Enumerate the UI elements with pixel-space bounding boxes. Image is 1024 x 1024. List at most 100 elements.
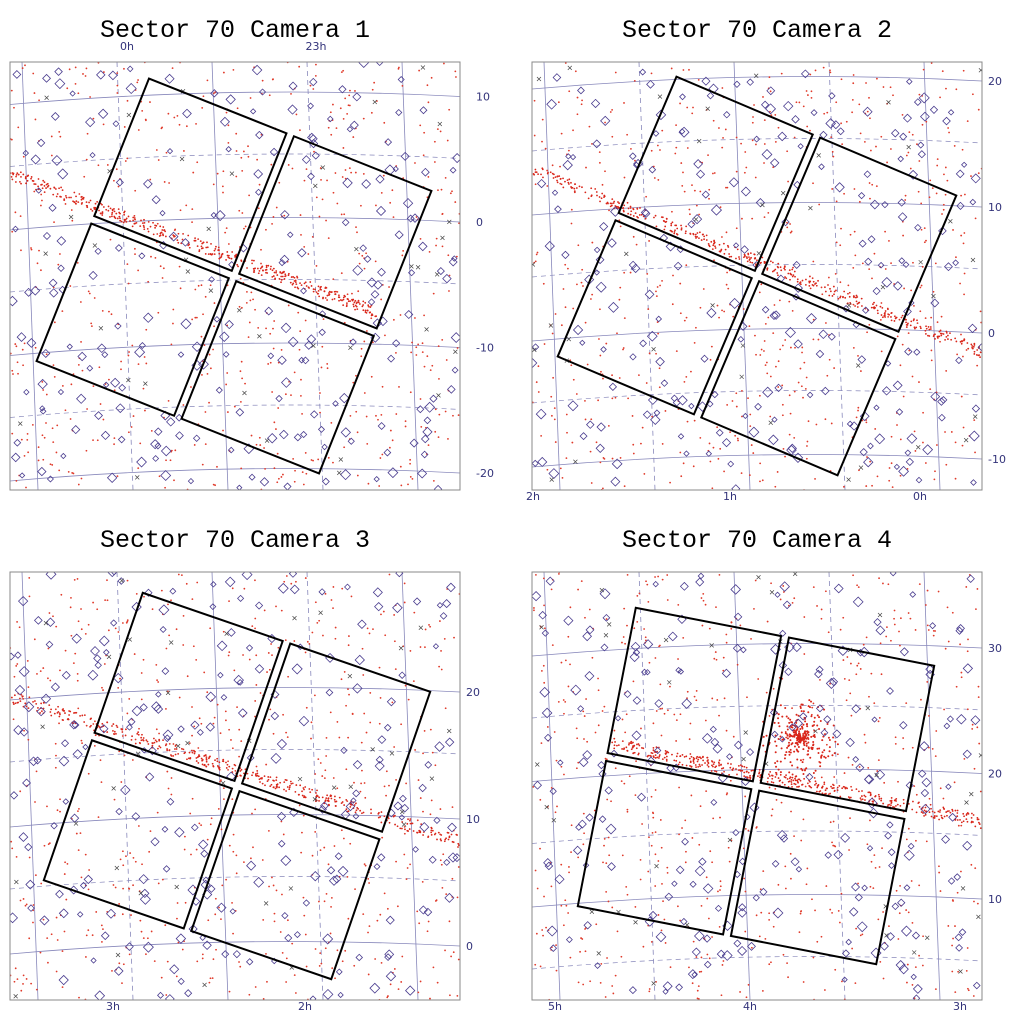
star: [313, 694, 316, 697]
star: [788, 433, 791, 436]
target-diamond: [793, 283, 803, 293]
target-diamond: [383, 448, 392, 457]
star: [43, 844, 46, 847]
star: [72, 662, 75, 665]
star: [793, 436, 796, 439]
star: [40, 269, 42, 272]
star: [560, 132, 563, 135]
star: [249, 97, 252, 99]
x-marker: [780, 190, 786, 196]
band-star: [280, 275, 283, 278]
band-star: [133, 215, 136, 217]
star: [890, 462, 893, 465]
band-star: [956, 809, 959, 812]
star: [213, 302, 216, 304]
star: [656, 144, 659, 147]
star: [689, 213, 691, 216]
target-diamond: [307, 132, 317, 143]
target-diamond: [57, 388, 65, 396]
star: [581, 268, 584, 271]
star: [645, 382, 648, 384]
star: [172, 743, 175, 745]
band-star: [174, 748, 176, 750]
target-diamond: [83, 874, 93, 885]
star: [39, 670, 42, 673]
band-star: [698, 237, 700, 240]
star: [638, 374, 640, 376]
star: [868, 268, 871, 271]
star: [323, 900, 326, 903]
star: [80, 628, 83, 631]
band-star: [210, 242, 212, 245]
star: [254, 700, 257, 702]
star: [779, 598, 782, 601]
band-star: [357, 301, 360, 304]
star: [117, 185, 120, 188]
star: [710, 345, 713, 348]
star: [396, 905, 399, 908]
star: [236, 107, 239, 110]
target-diamond: [607, 301, 619, 313]
ra-grid-line-dashed: [306, 62, 324, 490]
star: [962, 426, 965, 429]
x-marker: [756, 251, 762, 256]
star: [666, 599, 669, 601]
band-star: [925, 325, 927, 328]
star: [76, 672, 79, 675]
band-star: [614, 205, 617, 207]
star: [570, 851, 572, 854]
star: [960, 870, 962, 873]
target-diamond: [232, 950, 241, 959]
star: [139, 442, 142, 445]
star: [679, 451, 682, 454]
target-diamond: [610, 206, 621, 217]
star: [609, 111, 612, 113]
band-star: [269, 268, 272, 270]
star: [330, 133, 333, 136]
star: [419, 238, 422, 240]
star: [11, 847, 14, 850]
plot-frame: [9, 61, 461, 491]
star: [885, 635, 888, 638]
band-star: [794, 275, 796, 278]
star: [854, 982, 857, 984]
star: [535, 381, 538, 384]
star: [318, 215, 321, 218]
target-diamond: [731, 484, 741, 490]
star: [641, 426, 644, 429]
target-diamond: [226, 771, 237, 782]
star: [217, 808, 220, 810]
target-diamond: [177, 977, 185, 985]
star: [698, 843, 701, 846]
x-marker: [115, 952, 121, 958]
star: [58, 722, 60, 725]
band-star: [274, 787, 277, 790]
star: [719, 447, 722, 450]
star: [157, 159, 160, 161]
star: [92, 439, 94, 441]
star: [684, 861, 687, 864]
star: [125, 855, 127, 858]
star: [565, 457, 568, 460]
band-star: [596, 194, 598, 197]
star: [93, 744, 96, 747]
band-star: [775, 773, 778, 776]
band-star: [154, 226, 156, 229]
band-star: [59, 713, 61, 716]
band-star: [287, 272, 290, 275]
target-diamond: [279, 429, 289, 440]
band-star: [256, 770, 259, 772]
target-diamond: [112, 120, 120, 128]
band-star: [660, 216, 663, 219]
star: [770, 114, 773, 117]
star: [317, 458, 320, 461]
star: [285, 575, 288, 577]
target-diamond: [375, 174, 385, 184]
star: [290, 582, 293, 585]
band-star: [973, 344, 976, 346]
band-star: [925, 327, 928, 330]
star: [869, 197, 871, 200]
star: [611, 457, 614, 460]
star: [945, 370, 948, 372]
star: [632, 680, 635, 683]
